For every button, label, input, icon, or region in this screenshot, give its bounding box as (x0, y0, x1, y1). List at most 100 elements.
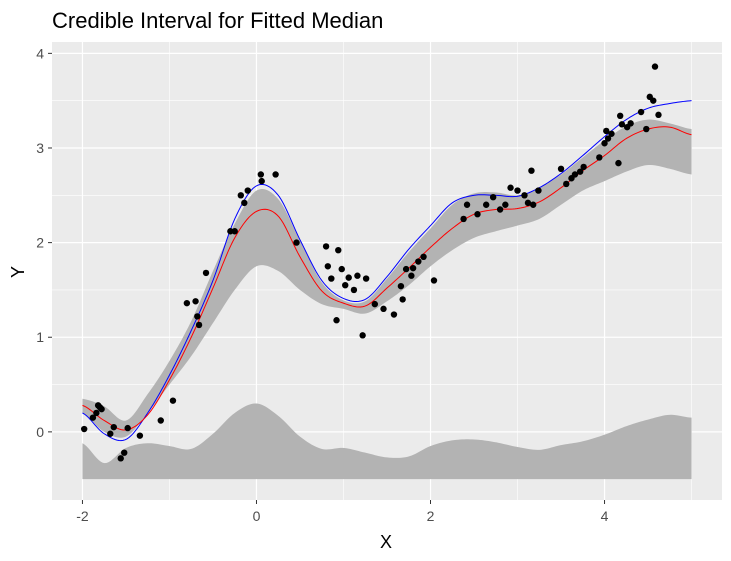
data-point (616, 112, 624, 120)
y-tick-label: 2 (36, 235, 44, 251)
data-point (608, 130, 615, 137)
data-point (390, 311, 398, 318)
data-point (183, 299, 191, 307)
data-point (651, 63, 659, 70)
data-point (107, 430, 114, 437)
x-axis: -2 0 2 4 (76, 500, 609, 524)
data-point (397, 282, 405, 290)
data-point (328, 275, 335, 282)
data-point (650, 97, 657, 104)
data-point (627, 120, 634, 127)
data-point (110, 423, 117, 431)
data-point (399, 296, 406, 303)
y-tick-label: 0 (36, 424, 44, 440)
data-point (237, 192, 245, 199)
data-point (502, 201, 509, 208)
x-tick-label: 2 (427, 508, 435, 524)
y-axis-title: Y (8, 266, 28, 278)
data-point (202, 269, 210, 277)
data-point (420, 253, 427, 261)
data-point (124, 424, 131, 432)
data-point (409, 264, 417, 272)
data-point (257, 171, 265, 178)
upper-fit-line (82, 100, 692, 442)
data-point (528, 167, 535, 174)
data-point (324, 263, 332, 270)
observed-points (80, 63, 662, 462)
data-point (415, 258, 422, 265)
data-point (98, 405, 105, 413)
data-point (402, 265, 410, 273)
data-point (524, 199, 532, 207)
data-point (117, 455, 124, 462)
data-point (121, 449, 128, 456)
median-fit-line (82, 126, 692, 431)
data-point (342, 281, 349, 289)
data-point (195, 321, 203, 329)
data-point (603, 127, 610, 135)
data-point (535, 187, 542, 194)
plot-panel (52, 42, 722, 500)
data-point (463, 201, 471, 208)
data-point (655, 111, 662, 119)
data-point (338, 265, 345, 273)
data-point (408, 272, 415, 279)
data-point (563, 180, 570, 188)
data-point (430, 277, 438, 284)
data-point (89, 414, 97, 421)
data-point (362, 275, 370, 282)
x-tick-label: 0 (253, 508, 261, 524)
data-point (371, 300, 379, 308)
data-point (192, 298, 199, 305)
data-point (637, 108, 645, 116)
data-point (618, 121, 626, 128)
data-point (322, 243, 330, 250)
data-point (241, 199, 248, 207)
x-tick-label: 4 (601, 508, 609, 524)
x-axis-title: X (380, 532, 392, 552)
x-tick-label: -2 (76, 508, 89, 524)
y-tick-label: 3 (36, 140, 44, 156)
y-axis: 0 1 2 3 4 (36, 45, 52, 440)
data-point (169, 397, 177, 404)
data-point (601, 140, 608, 147)
data-point (359, 332, 366, 339)
data-point (272, 171, 279, 178)
data-point (514, 187, 521, 194)
data-point (482, 201, 490, 208)
data-point (354, 272, 361, 279)
data-point (460, 215, 467, 223)
data-point (380, 305, 387, 313)
y-tick-label: 1 (36, 329, 44, 345)
lower-quantile-band (82, 403, 692, 480)
y-tick-label: 4 (36, 45, 44, 61)
data-point (231, 228, 238, 235)
data-point (293, 239, 300, 246)
data-point (615, 159, 622, 167)
fitted-lines (82, 100, 692, 442)
credible-band (82, 119, 692, 438)
data-point (557, 165, 565, 172)
data-point (333, 317, 340, 324)
data-point (350, 286, 358, 294)
data-point (80, 425, 88, 433)
data-point (496, 206, 504, 213)
data-point (244, 187, 251, 194)
data-point (157, 417, 164, 424)
data-point (194, 313, 201, 320)
data-point (335, 246, 342, 254)
data-point (136, 432, 144, 439)
chart-title: Credible Interval for Fitted Median (52, 8, 383, 33)
data-point (571, 171, 579, 178)
data-point (529, 201, 537, 208)
data-point (474, 211, 481, 218)
data-point (345, 274, 352, 281)
data-point (489, 193, 497, 201)
data-point (93, 409, 100, 417)
data-point (596, 154, 603, 161)
data-point (258, 177, 265, 185)
data-point (580, 163, 587, 171)
data-point (576, 168, 584, 175)
data-point (521, 192, 528, 199)
